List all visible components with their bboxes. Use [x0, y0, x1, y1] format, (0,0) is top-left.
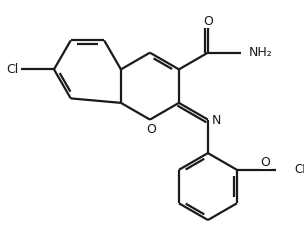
Text: NH₂: NH₂	[249, 46, 272, 59]
Text: O: O	[203, 15, 213, 28]
Text: Cl: Cl	[6, 63, 18, 76]
Text: CH₃: CH₃	[295, 163, 304, 176]
Text: N: N	[212, 114, 221, 127]
Text: O: O	[261, 156, 270, 169]
Text: O: O	[146, 123, 156, 136]
